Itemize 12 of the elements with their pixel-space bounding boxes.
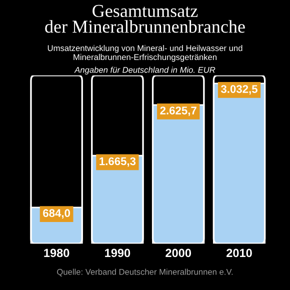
data-label: 684,0 bbox=[43, 209, 70, 219]
x-tick-label: 1980 bbox=[44, 248, 70, 258]
x-tick-label: 2010 bbox=[226, 248, 252, 258]
data-label: 3.032,5 bbox=[220, 85, 258, 95]
chart-title: Gesamtumsatz der Mineralbrunnenbranche bbox=[45, 4, 245, 33]
x-tick-label: 1990 bbox=[105, 248, 130, 258]
data-label: 1.665,3 bbox=[100, 157, 136, 167]
source-note: Quelle: Verband Deutscher Mineralbrunnen e.V. bbox=[57, 268, 233, 276]
chart-subtitle: Umsatzentwicklung von Mineral- und Heilwasser und Mineralbrunnen-Erfrischungsgetränken bbox=[48, 44, 242, 62]
x-tick-label: 2000 bbox=[166, 248, 191, 258]
text: Angaben für Deutschland in Mio. EUR bbox=[74, 66, 216, 74]
data-label: 2.625,7 bbox=[160, 106, 196, 116]
